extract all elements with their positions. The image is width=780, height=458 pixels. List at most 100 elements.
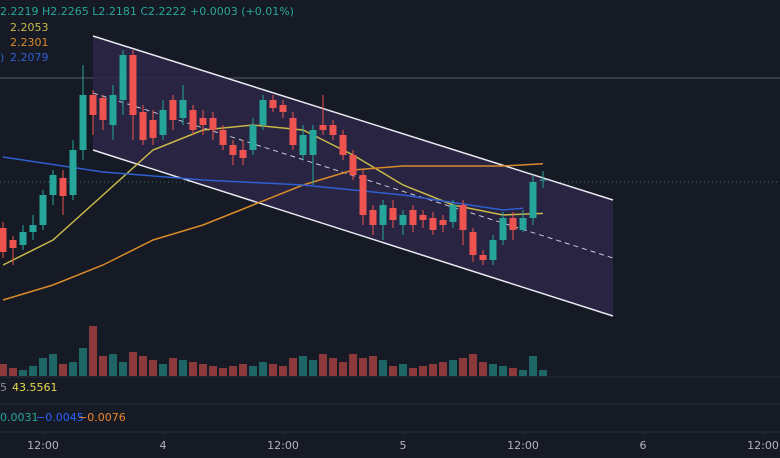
volume-bar [409, 368, 417, 376]
volume-bar [0, 364, 7, 376]
candle-body [189, 110, 197, 130]
candle-body [499, 218, 507, 240]
volume-bar [429, 364, 437, 376]
volume-bar [119, 362, 127, 376]
candle-body [519, 218, 527, 230]
volume-bar [99, 356, 107, 376]
candle-body [89, 95, 97, 115]
candle-body [469, 232, 477, 255]
volume-bar [499, 366, 507, 376]
volume-bar [179, 360, 187, 376]
volume-bar [449, 360, 457, 376]
volume-bar [299, 356, 307, 376]
candle-body [159, 110, 167, 135]
candle-body [199, 118, 207, 125]
candle-body [9, 240, 17, 248]
indicator-value: 0.0031 [0, 411, 39, 424]
volume-bar [389, 366, 397, 376]
candle-body [439, 220, 447, 225]
legend-value: 2.2301 [10, 36, 49, 49]
candle-body [59, 178, 67, 196]
moving-average [2, 163, 544, 301]
volume-bar [239, 364, 247, 376]
volume-bar [469, 354, 477, 376]
candle-body [479, 255, 487, 260]
volume-bar [329, 358, 337, 376]
candle-body [529, 182, 537, 218]
volume-bar [129, 352, 137, 376]
indicator-value: −0.0076 [78, 411, 126, 424]
candle-body [289, 118, 297, 145]
volume-bar [89, 326, 97, 376]
candle-body [419, 215, 427, 220]
candle-body [399, 215, 407, 225]
volume-bar [79, 348, 87, 376]
candle-body [369, 210, 377, 225]
volume-bar [149, 360, 157, 376]
volume-bar [249, 366, 257, 376]
legend-prefix: ) [0, 51, 4, 64]
candle-body [259, 100, 267, 125]
volume-bar [209, 366, 217, 376]
moving-average [2, 156, 524, 211]
x-tick-label: 12:00 [267, 439, 299, 452]
volume-bar [319, 354, 327, 376]
candle-body [29, 225, 37, 232]
volume-bar [29, 366, 37, 376]
volume-bar [109, 354, 117, 376]
candle-body [109, 95, 117, 125]
volume-bar [39, 358, 47, 376]
volume-bar [359, 358, 367, 376]
candle-body [0, 228, 7, 252]
candle-body [219, 130, 227, 145]
volume-bar [529, 356, 537, 376]
x-tick-label: 5 [400, 439, 407, 452]
candle-body [279, 105, 287, 112]
volume-bar [479, 362, 487, 376]
candle-body [349, 155, 357, 175]
volume-bar [369, 356, 377, 376]
volume-bar [139, 356, 147, 376]
candle-body [179, 100, 187, 118]
indicator-value: −0.0045 [36, 411, 84, 424]
candle-body [129, 55, 137, 115]
volume-bar [539, 370, 547, 376]
volume-bar [279, 366, 287, 376]
volume-bar [419, 366, 427, 376]
volume-bar [459, 358, 467, 376]
candle-body [389, 208, 397, 220]
volume-bar [189, 362, 197, 376]
volume-bar [309, 360, 317, 376]
candle-body [329, 125, 337, 135]
channel-top [92, 35, 614, 201]
candle-body [429, 218, 437, 230]
volume-bar [259, 362, 267, 376]
volume-bar [439, 362, 447, 376]
candle-body [49, 175, 57, 195]
indicator-label: 5 [0, 381, 7, 394]
volume-bar [399, 364, 407, 376]
candle-body [319, 125, 327, 130]
candle-body [449, 205, 457, 222]
candle-body [539, 179, 547, 181]
x-tick-label: 12:00 [27, 439, 59, 452]
volume-bar [489, 364, 497, 376]
volume-bar [289, 358, 297, 376]
candle-body [139, 112, 147, 140]
candle-body [239, 150, 247, 158]
candle-body [119, 55, 127, 100]
candle-body [19, 232, 27, 245]
candle-body [269, 100, 277, 108]
volume-bar [269, 364, 277, 376]
candle-body [299, 135, 307, 155]
volume-bar [159, 364, 167, 376]
x-tick-label: 12:00 [747, 439, 779, 452]
x-tick-label: 12:00 [507, 439, 539, 452]
legend-value: 2.2053 [10, 21, 49, 34]
candle-body [79, 95, 87, 150]
volume-bar [339, 362, 347, 376]
candle-body [209, 118, 217, 130]
candle-body [339, 135, 347, 155]
volume-bar [519, 370, 527, 376]
